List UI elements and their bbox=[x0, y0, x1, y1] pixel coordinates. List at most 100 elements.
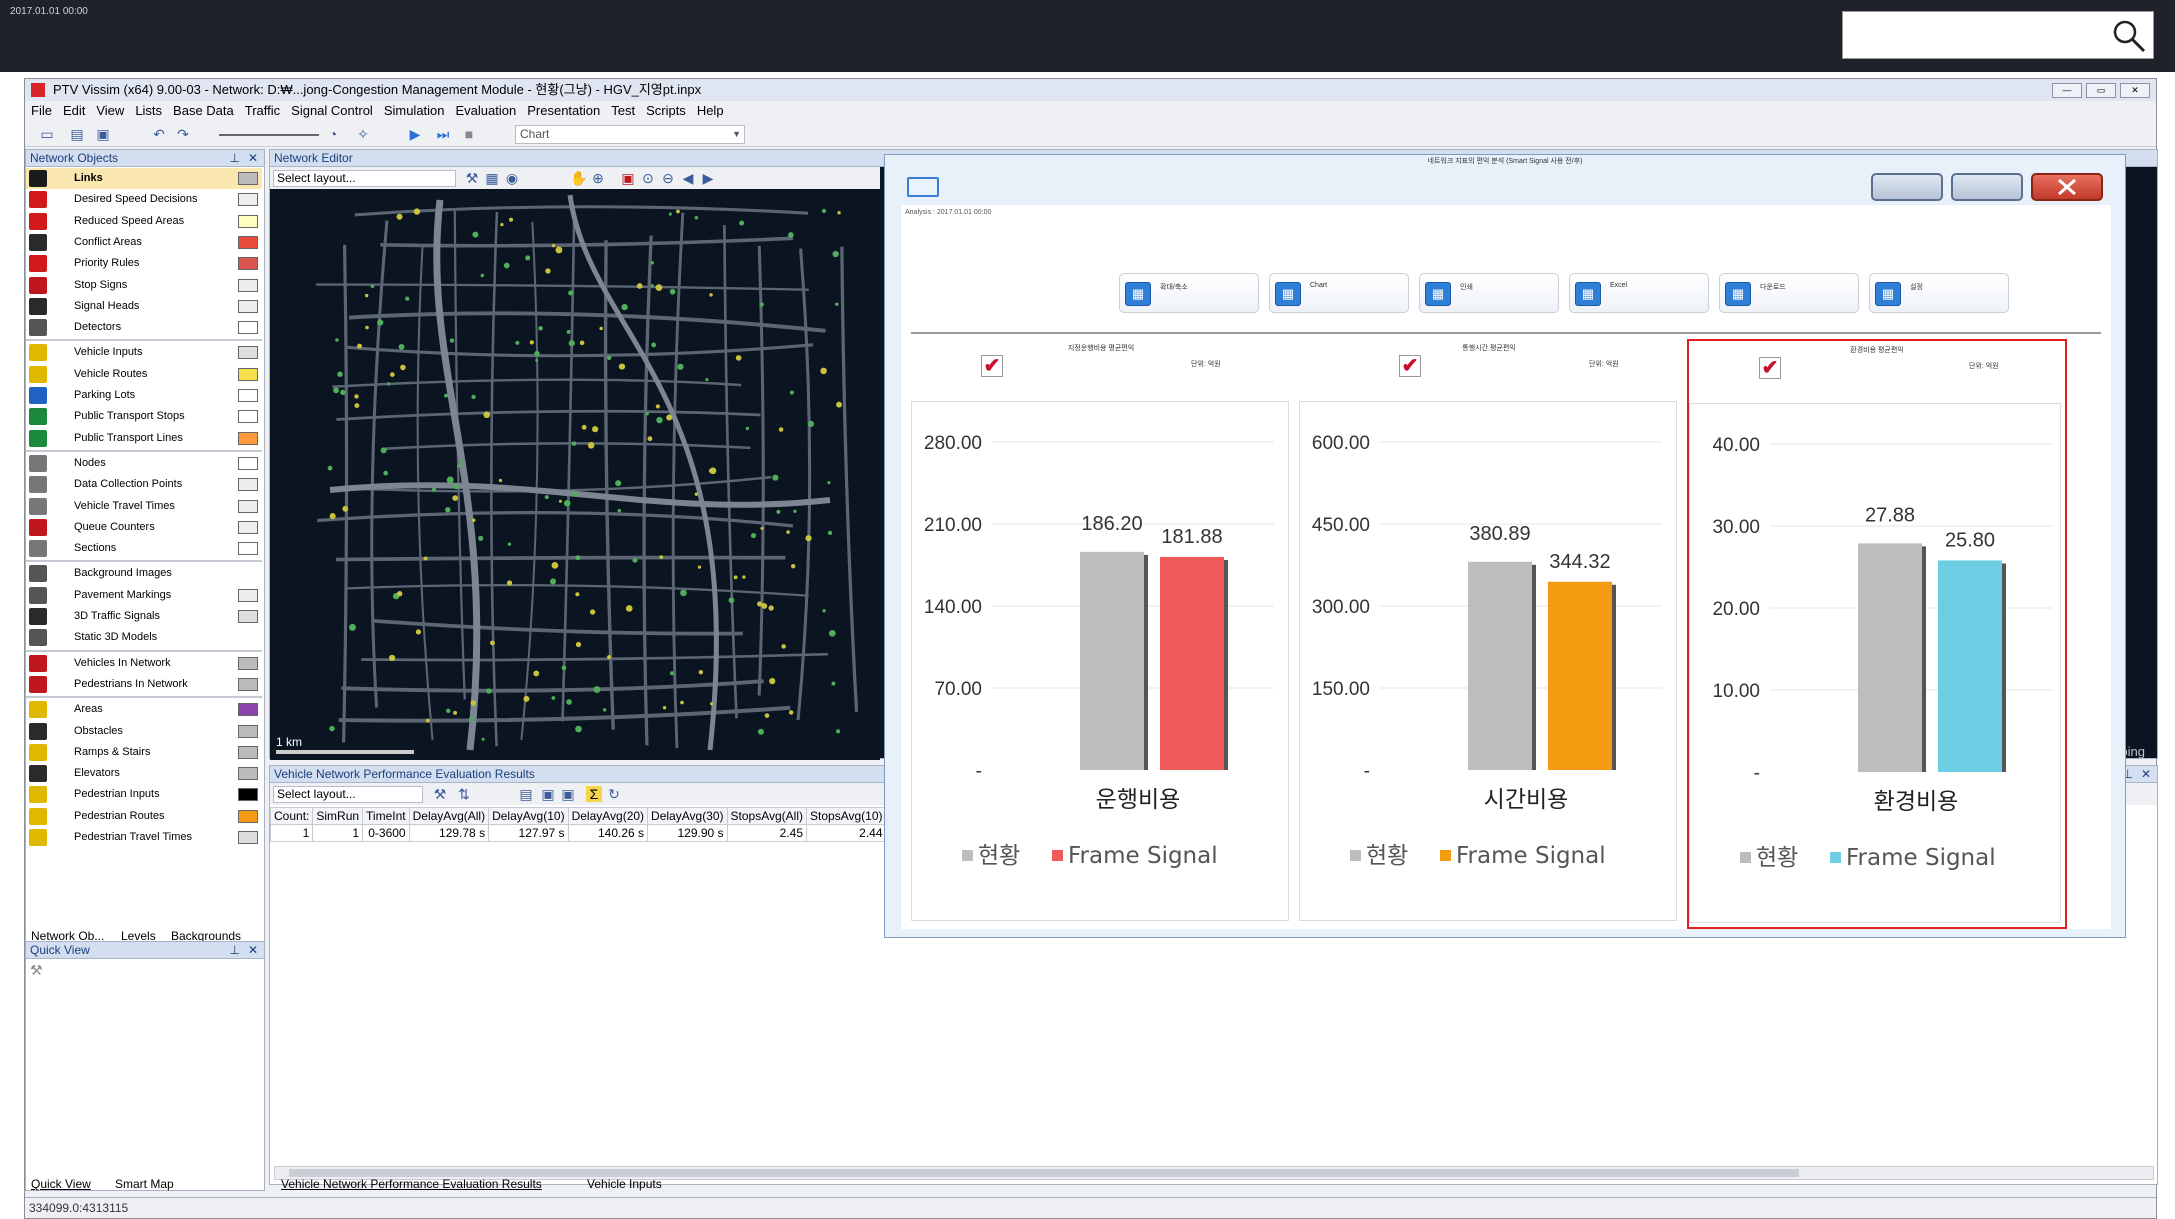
sim-speed-icon[interactable]: ◔ bbox=[328, 126, 338, 142]
style-swatch[interactable] bbox=[238, 745, 258, 759]
analysis-button-settings[interactable]: ▦ 설정 bbox=[1869, 273, 2009, 313]
panel-close-icon[interactable]: ✕ bbox=[2140, 767, 2151, 781]
style-swatch[interactable] bbox=[238, 431, 258, 445]
undo-icon[interactable]: ↶ bbox=[153, 126, 165, 142]
evaluation-icon[interactable]: ✧ bbox=[357, 126, 369, 142]
search-icon[interactable] bbox=[2111, 18, 2147, 54]
pan-icon[interactable]: ✋ bbox=[570, 170, 588, 186]
style-swatch[interactable] bbox=[238, 788, 258, 802]
horizontal-scrollbar[interactable] bbox=[274, 1166, 2154, 1180]
network-object-item[interactable]: Vehicle Travel Times bbox=[26, 496, 262, 517]
menu-item-7[interactable]: Simulation bbox=[383, 103, 445, 118]
network-object-item[interactable]: Conflict Areas bbox=[26, 232, 262, 253]
tab-quick-view[interactable]: Quick View bbox=[31, 1177, 91, 1191]
network-object-item[interactable]: Areas bbox=[26, 699, 262, 720]
menu-item-2[interactable]: View bbox=[96, 103, 125, 118]
pin-icon[interactable]: ⊥ bbox=[229, 151, 240, 165]
style-swatch[interactable] bbox=[238, 346, 258, 360]
network-object-item[interactable]: Pedestrian Inputs bbox=[26, 784, 262, 805]
network-object-item[interactable]: Static 3D Models bbox=[26, 627, 262, 648]
open-folder-icon[interactable]: ▤ bbox=[70, 126, 84, 142]
save-icon[interactable]: ▣ bbox=[541, 786, 555, 802]
menu-item-8[interactable]: Evaluation bbox=[455, 103, 517, 118]
menu-item-0[interactable]: File bbox=[31, 103, 52, 118]
style-swatch[interactable] bbox=[238, 389, 258, 402]
network-object-item[interactable]: Public Transport Lines bbox=[26, 428, 262, 449]
style-swatch[interactable] bbox=[238, 299, 258, 313]
network-object-item[interactable]: Pedestrian Travel Times bbox=[26, 827, 262, 848]
sort-icon[interactable]: ⇅ bbox=[458, 786, 470, 802]
zoom-in-icon[interactable]: ⊙ bbox=[642, 170, 654, 186]
analysis-button-print[interactable]: ▦ 인쇄 bbox=[1419, 273, 1559, 313]
menu-item-4[interactable]: Base Data bbox=[173, 103, 234, 118]
style-swatch[interactable] bbox=[238, 410, 258, 424]
network-object-item[interactable]: Nodes bbox=[26, 453, 262, 474]
menu-item-1[interactable]: Edit bbox=[62, 103, 86, 118]
tab-levels[interactable]: Levels bbox=[121, 929, 156, 943]
analysis-close-button[interactable] bbox=[2031, 173, 2103, 201]
network-object-item[interactable]: Reduced Speed Areas bbox=[26, 211, 262, 232]
column-header[interactable]: StopsAvg(10) bbox=[806, 807, 887, 825]
column-header[interactable]: SimRun bbox=[312, 807, 364, 825]
style-swatch[interactable] bbox=[238, 478, 258, 492]
analysis-button-excel[interactable]: ▦ Excel bbox=[1569, 273, 1709, 313]
wrench-icon[interactable]: ⚒ bbox=[433, 786, 447, 802]
column-header[interactable]: TimeInt bbox=[362, 807, 410, 825]
tab-backgrounds[interactable]: Backgrounds bbox=[171, 929, 242, 943]
style-swatch[interactable] bbox=[238, 499, 258, 513]
redo-icon[interactable]: ↷ bbox=[177, 126, 189, 142]
column-header[interactable]: DelayAvg(10) bbox=[488, 807, 569, 825]
network-object-item[interactable]: 3D Traffic Signals bbox=[26, 606, 262, 627]
style-swatch[interactable] bbox=[238, 542, 258, 556]
style-swatch[interactable] bbox=[238, 172, 258, 185]
pin-icon[interactable]: ⊥ bbox=[229, 943, 240, 957]
network-object-item[interactable]: Queue Counters bbox=[26, 517, 262, 538]
chart-dropdown[interactable]: Chart ▼ bbox=[515, 125, 745, 144]
style-swatch[interactable] bbox=[238, 193, 258, 207]
network-object-item[interactable]: Ramps & Stairs bbox=[26, 742, 262, 763]
network-object-item[interactable]: Links bbox=[26, 168, 262, 189]
network-object-item[interactable]: Sections bbox=[26, 538, 262, 559]
style-swatch[interactable] bbox=[238, 809, 258, 823]
network-object-item[interactable]: Priority Rules bbox=[26, 253, 262, 274]
column-header[interactable]: DelayAvg(30) bbox=[647, 807, 728, 825]
step-icon[interactable]: ⏭ bbox=[436, 126, 450, 142]
network-object-item[interactable]: Public Transport Stops bbox=[26, 406, 262, 427]
menu-item-6[interactable]: Signal Control bbox=[291, 103, 373, 118]
network-object-item[interactable]: Pavement Markings bbox=[26, 585, 262, 606]
style-swatch[interactable] bbox=[238, 703, 258, 717]
grid-icon[interactable]: ▦ bbox=[485, 170, 499, 186]
network-object-item[interactable]: Vehicle Inputs bbox=[26, 342, 262, 363]
new-file-icon[interactable]: ▭ bbox=[40, 126, 54, 142]
style-swatch[interactable] bbox=[238, 321, 258, 335]
analysis-button-chart[interactable]: ▦ Chart bbox=[1269, 273, 1409, 313]
style-swatch[interactable] bbox=[238, 656, 258, 670]
bar[interactable] bbox=[1080, 551, 1144, 770]
network-object-item[interactable]: Background Images bbox=[26, 563, 262, 584]
sim-speed-slider[interactable] bbox=[219, 134, 319, 136]
forward-icon[interactable]: ▶ bbox=[702, 170, 714, 186]
search-box[interactable] bbox=[1842, 11, 2154, 59]
column-header[interactable]: Count: bbox=[269, 807, 314, 825]
restore-button[interactable]: ▭ bbox=[2086, 83, 2116, 98]
style-swatch[interactable] bbox=[238, 257, 258, 271]
network-object-item[interactable]: Detectors bbox=[26, 317, 262, 338]
column-header[interactable]: StopsAvg(All) bbox=[726, 807, 808, 825]
bar[interactable] bbox=[1548, 581, 1612, 770]
tab-vehicle-network-results[interactable]: Vehicle Network Performance Evaluation R… bbox=[281, 1177, 542, 1191]
network-object-item[interactable]: Pedestrians In Network bbox=[26, 674, 262, 695]
style-swatch[interactable] bbox=[238, 588, 258, 602]
scroll-thumb[interactable] bbox=[289, 1169, 1799, 1177]
save-icon[interactable]: ▣ bbox=[96, 126, 110, 142]
tab-smart-map[interactable]: Smart Map bbox=[115, 1177, 174, 1191]
close-button[interactable]: ✕ bbox=[2120, 83, 2150, 98]
analysis-button-download[interactable]: ▦ 다운로드 bbox=[1719, 273, 1859, 313]
panel-close-icon[interactable]: ✕ bbox=[247, 151, 258, 165]
network-object-item[interactable]: Signal Heads bbox=[26, 296, 262, 317]
include-checkbox[interactable]: ✔ bbox=[1399, 355, 1421, 377]
network-object-item[interactable]: Desired Speed Decisions bbox=[26, 189, 262, 210]
database-icon[interactable]: ▤ bbox=[519, 786, 533, 802]
style-swatch[interactable] bbox=[238, 214, 258, 228]
style-swatch[interactable] bbox=[238, 520, 258, 534]
style-swatch[interactable] bbox=[238, 367, 258, 381]
